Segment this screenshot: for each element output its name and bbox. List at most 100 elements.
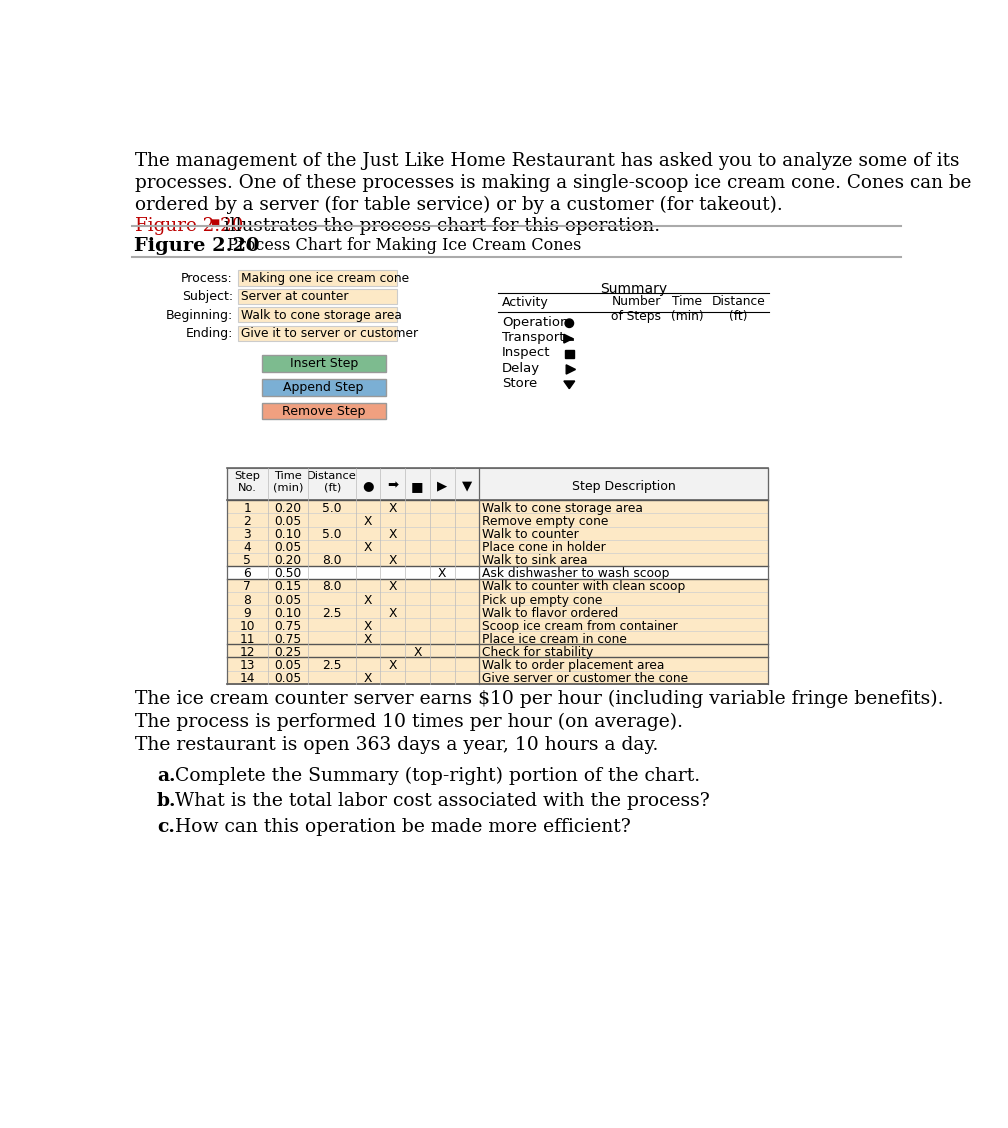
Text: 2.5: 2.5	[323, 659, 342, 672]
Text: ■: ■	[411, 479, 423, 493]
Text: 0.25: 0.25	[274, 646, 301, 659]
Bar	[262, 355, 386, 372]
Text: 10: 10	[240, 619, 255, 633]
Text: 0.05: 0.05	[274, 672, 301, 685]
Text: 8.0: 8.0	[323, 554, 342, 567]
Circle shape	[565, 319, 574, 327]
Bar	[238, 289, 397, 303]
Text: Give it to server or customer: Give it to server or customer	[242, 327, 418, 340]
Text: Process:: Process:	[181, 272, 233, 284]
Text: Time
(min): Time (min)	[273, 472, 303, 493]
Text: ordered by a server (for table service) or by a customer (for takeout).: ordered by a server (for table service) …	[135, 195, 783, 213]
Bar	[227, 618, 768, 632]
Text: X: X	[388, 607, 397, 619]
Text: illustrates the process chart for this operation.: illustrates the process chart for this o…	[218, 217, 660, 235]
Text: X: X	[438, 567, 447, 580]
Text: X: X	[364, 515, 372, 528]
Text: Ask dishwasher to wash scoop: Ask dishwasher to wash scoop	[483, 567, 670, 580]
Text: 0.20: 0.20	[274, 554, 301, 567]
Text: Process Chart for Making Ice Cream Cones: Process Chart for Making Ice Cream Cones	[218, 237, 582, 254]
Text: ▼: ▼	[462, 479, 472, 493]
Bar	[238, 270, 397, 285]
Bar	[227, 644, 768, 658]
Text: Figure 2.20: Figure 2.20	[134, 237, 259, 255]
Text: Place cone in holder: Place cone in holder	[483, 541, 606, 554]
Text: processes. One of these processes is making a single-scoop ice cream cone. Cones: processes. One of these processes is mak…	[135, 174, 972, 192]
Bar	[227, 632, 768, 644]
Text: Delay: Delay	[502, 362, 540, 374]
Text: 12: 12	[240, 646, 255, 659]
Text: Walk to sink area: Walk to sink area	[483, 554, 588, 567]
Text: X: X	[388, 554, 397, 567]
Text: Distance
(ft): Distance (ft)	[712, 294, 765, 323]
Text: The process is performed 10 times per hour (on average).: The process is performed 10 times per ho…	[135, 713, 683, 731]
Bar	[227, 605, 768, 618]
Bar	[227, 501, 768, 513]
Text: c.: c.	[157, 818, 174, 836]
Text: 5.0: 5.0	[323, 502, 342, 514]
Text: X: X	[413, 646, 421, 659]
Text: Pick up empty cone: Pick up empty cone	[483, 593, 603, 607]
Text: a.: a.	[157, 767, 175, 785]
Bar	[238, 326, 397, 341]
Text: 3: 3	[243, 528, 251, 541]
Bar	[227, 579, 768, 592]
Text: Place ice cream in cone: Place ice cream in cone	[483, 633, 627, 645]
Polygon shape	[566, 364, 576, 374]
Bar	[227, 527, 768, 539]
Bar	[262, 379, 386, 396]
Text: Complete the Summary (top-right) portion of the chart.: Complete the Summary (top-right) portion…	[168, 767, 700, 785]
Text: Subject:: Subject:	[181, 290, 233, 303]
Text: Walk to counter with clean scoop: Walk to counter with clean scoop	[483, 581, 685, 593]
Text: Time
(min): Time (min)	[670, 294, 704, 323]
Text: 0.05: 0.05	[274, 515, 301, 528]
Text: X: X	[364, 619, 372, 633]
Text: Walk to order placement area: Walk to order placement area	[483, 659, 665, 672]
Text: X: X	[388, 659, 397, 672]
Text: ▶: ▶	[437, 479, 448, 493]
Text: Walk to cone storage area: Walk to cone storage area	[242, 309, 402, 321]
Text: 13: 13	[240, 659, 255, 672]
Bar	[227, 513, 768, 527]
Text: Ending:: Ending:	[185, 327, 233, 340]
Text: Beginning:: Beginning:	[165, 309, 233, 321]
Text: b.: b.	[157, 792, 176, 810]
Text: Server at counter: Server at counter	[242, 290, 349, 303]
Bar	[227, 670, 768, 684]
Text: 11: 11	[240, 633, 255, 645]
Bar	[227, 539, 768, 553]
Text: Walk to counter: Walk to counter	[483, 528, 580, 541]
Text: Transport: Transport	[502, 331, 564, 344]
Text: 0.10: 0.10	[274, 528, 301, 541]
Text: X: X	[388, 581, 397, 593]
Text: X: X	[388, 528, 397, 541]
Text: 7: 7	[243, 581, 251, 593]
Text: 4: 4	[243, 541, 251, 554]
Bar	[238, 307, 397, 323]
Text: 0.05: 0.05	[274, 541, 301, 554]
Text: Number
of Steps: Number of Steps	[611, 294, 661, 323]
Text: ■: ■	[210, 219, 219, 228]
Text: How can this operation be made more efficient?: How can this operation be made more effi…	[168, 818, 630, 836]
Text: ➡: ➡	[387, 479, 398, 493]
Bar	[262, 403, 386, 420]
Text: 0.20: 0.20	[274, 502, 301, 514]
Text: X: X	[364, 672, 372, 685]
Text: Walk to cone storage area: Walk to cone storage area	[483, 502, 643, 514]
Text: Store: Store	[502, 377, 537, 390]
Text: ●: ●	[363, 479, 374, 493]
Bar	[227, 592, 768, 605]
Text: 1: 1	[243, 502, 251, 514]
Bar	[227, 658, 768, 670]
Text: The management of the Just Like Home Restaurant has asked you to analyze some of: The management of the Just Like Home Res…	[135, 152, 960, 170]
Bar	[565, 350, 574, 359]
Text: Inspect: Inspect	[502, 346, 550, 360]
Text: 2: 2	[243, 515, 251, 528]
Text: Check for stability: Check for stability	[483, 646, 594, 659]
Text: What is the total labor cost associated with the process?: What is the total labor cost associated …	[168, 792, 710, 810]
Text: Operation: Operation	[502, 316, 569, 328]
Text: Step Description: Step Description	[572, 479, 675, 493]
Text: Give server or customer the cone: Give server or customer the cone	[483, 672, 688, 685]
Text: Making one ice cream cone: Making one ice cream cone	[242, 272, 409, 284]
Text: 0.10: 0.10	[274, 607, 301, 619]
